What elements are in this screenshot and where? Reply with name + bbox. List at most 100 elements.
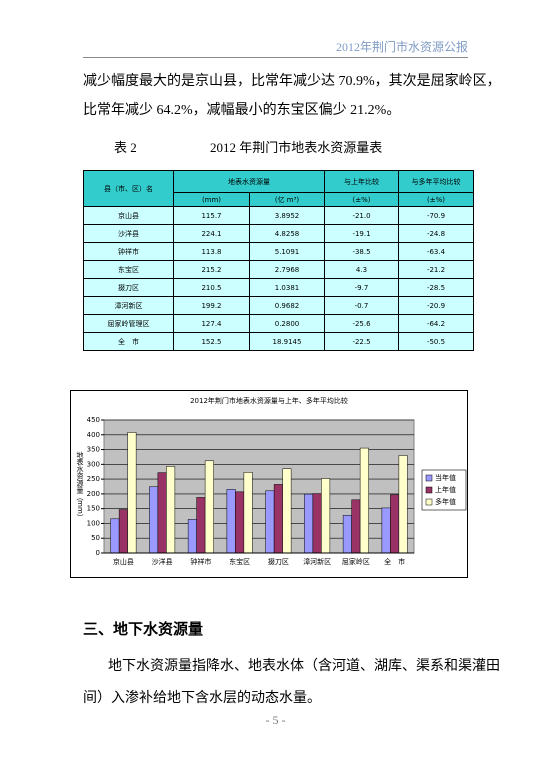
cell: -63.4 [398, 242, 474, 261]
cell: 115.7 [173, 206, 250, 225]
text-line: 地下水资源量指降水、地表水体（含河道、湖库、渠系和渠灌田 [108, 659, 500, 674]
cell: 113.8 [173, 242, 250, 261]
legend-swatch [425, 498, 433, 506]
x-tick-label: 东宝区 [229, 557, 250, 566]
cell: 215.2 [173, 260, 250, 279]
cell: 全 市 [83, 332, 174, 351]
cell: -21.0 [324, 206, 399, 225]
cell: -9.7 [324, 278, 399, 297]
cell: 3.8952 [249, 206, 325, 225]
chart: 2012年荆门市地表水资源量与上年、多年平均比较 地表水资源量（mm） 0 50 1… [70, 390, 468, 578]
cell: 钟祥市 [83, 242, 174, 261]
chart-title: 2012年荆门市地表水资源量与上年、多年平均比较 [190, 396, 348, 405]
cell: -0.7 [324, 296, 399, 315]
y-tick-label: 100 [87, 519, 100, 527]
y-tick-label: 0 [96, 549, 100, 557]
bar [398, 455, 408, 554]
cell: 18.9145 [249, 332, 325, 351]
legend-swatch [425, 474, 433, 482]
x-tick-label: 京山县 [113, 557, 134, 566]
table-row: 漳河新区 199.2 0.9682 -0.7 -20.9 [83, 296, 474, 315]
y-tick-label: 400 [87, 431, 100, 439]
y-tick-label: 250 [87, 475, 100, 483]
bar [235, 491, 245, 554]
cell: 沙洋县 [83, 224, 174, 243]
table-row: 县（市、区）名 地表水资源量 与上年比较 与多年平均比较 [83, 170, 474, 207]
table-row: 掇刀区 210.5 1.0381 -9.7 -28.5 [83, 278, 474, 297]
cell: -50.5 [398, 332, 474, 351]
header-cell: 与上年比较 [324, 170, 399, 193]
cell: -20.9 [398, 296, 474, 315]
cell: -19.1 [324, 224, 399, 243]
page-number: - 5 - [265, 713, 286, 727]
x-tick-label: 沙洋县 [152, 557, 173, 566]
cell: 224.1 [173, 224, 250, 243]
x-tick-label: 全 市 [384, 557, 405, 566]
cell: -22.5 [324, 332, 399, 351]
header-rule [83, 57, 468, 58]
table-row: 屈家岭管理区 127.4 0.2800 -25.6 -64.2 [83, 314, 474, 333]
bar [204, 460, 214, 554]
bar [321, 478, 331, 554]
table: 县（市、区）名 地表水资源量 与上年比较 与多年平均比较 (mm) (亿 m³) (±%)(… [83, 170, 474, 351]
y-axis-label: 地表水资源量（mm） [76, 450, 84, 520]
cell: -21.2 [398, 260, 474, 279]
cell: 0.9682 [249, 296, 325, 315]
bar [351, 499, 361, 554]
unit-cell: (±%) [324, 192, 399, 207]
unit-cell: (±%) [398, 192, 474, 207]
bar [381, 507, 391, 554]
bar [359, 447, 369, 554]
bar [127, 432, 137, 554]
cell: 东宝区 [83, 260, 174, 279]
y-tick-label: 300 [87, 460, 100, 468]
cell: -24.8 [398, 224, 474, 243]
cell: -38.5 [324, 242, 399, 261]
table-row: 全 市 152.5 18.9145 -22.5 -50.5 [83, 332, 474, 351]
cell: 漳河新区 [83, 296, 174, 315]
x-tick-label: 屈家岭区 [342, 557, 370, 566]
header-cell: 县（市、区）名 [83, 170, 174, 207]
cell: -25.6 [324, 314, 399, 333]
bar [312, 493, 322, 554]
cell: 京山县 [83, 206, 174, 225]
legend-label: 多年值 [435, 497, 456, 506]
cell: 0.2800 [249, 314, 325, 333]
cell: 4.3 [324, 260, 399, 279]
y-tick-label: 450 [87, 416, 100, 424]
legend-label: 当年值 [435, 473, 456, 482]
cell: -70.9 [398, 206, 474, 225]
cell: 1.0381 [249, 278, 325, 297]
bar [273, 484, 283, 554]
y-tick-label: 50 [91, 534, 100, 542]
unit-cell: (mm) [173, 192, 250, 207]
bar [265, 490, 275, 554]
table-caption-title: 2012 年荆门市地表水资源量表 [210, 140, 383, 155]
cell: 2.7968 [249, 260, 325, 279]
header-cell: 与多年平均比较 [398, 170, 474, 193]
cell: 5.1091 [249, 242, 325, 261]
y-tick-label: 150 [87, 505, 100, 513]
unit-cell: (亿 m³) [249, 192, 325, 207]
cell: 屈家岭管理区 [83, 314, 174, 333]
y-tick-label: 200 [87, 490, 100, 498]
bar [118, 509, 128, 554]
y-tick-label: 350 [87, 446, 100, 454]
text-line: 间）入渗补给地下含水层的动态水量。 [83, 691, 321, 706]
cell: 4.8258 [249, 224, 325, 243]
cell: -28.5 [398, 278, 474, 297]
legend-swatch [425, 486, 433, 494]
bar [390, 494, 400, 554]
cell: 210.5 [173, 278, 250, 297]
bar [282, 468, 292, 554]
bar [187, 519, 197, 554]
bar [243, 472, 253, 554]
bar [166, 466, 176, 554]
text-line: 比常年减少 64.2%，减幅最小的东宝区偏少 21.2%。 [83, 103, 401, 118]
bar [226, 489, 236, 554]
table-row: 钟祥市 113.8 5.1091 -38.5 -63.4 [83, 242, 474, 261]
cell: 127.4 [173, 314, 250, 333]
x-tick-label: 掇刀区 [268, 557, 289, 566]
cell: -64.2 [398, 314, 474, 333]
